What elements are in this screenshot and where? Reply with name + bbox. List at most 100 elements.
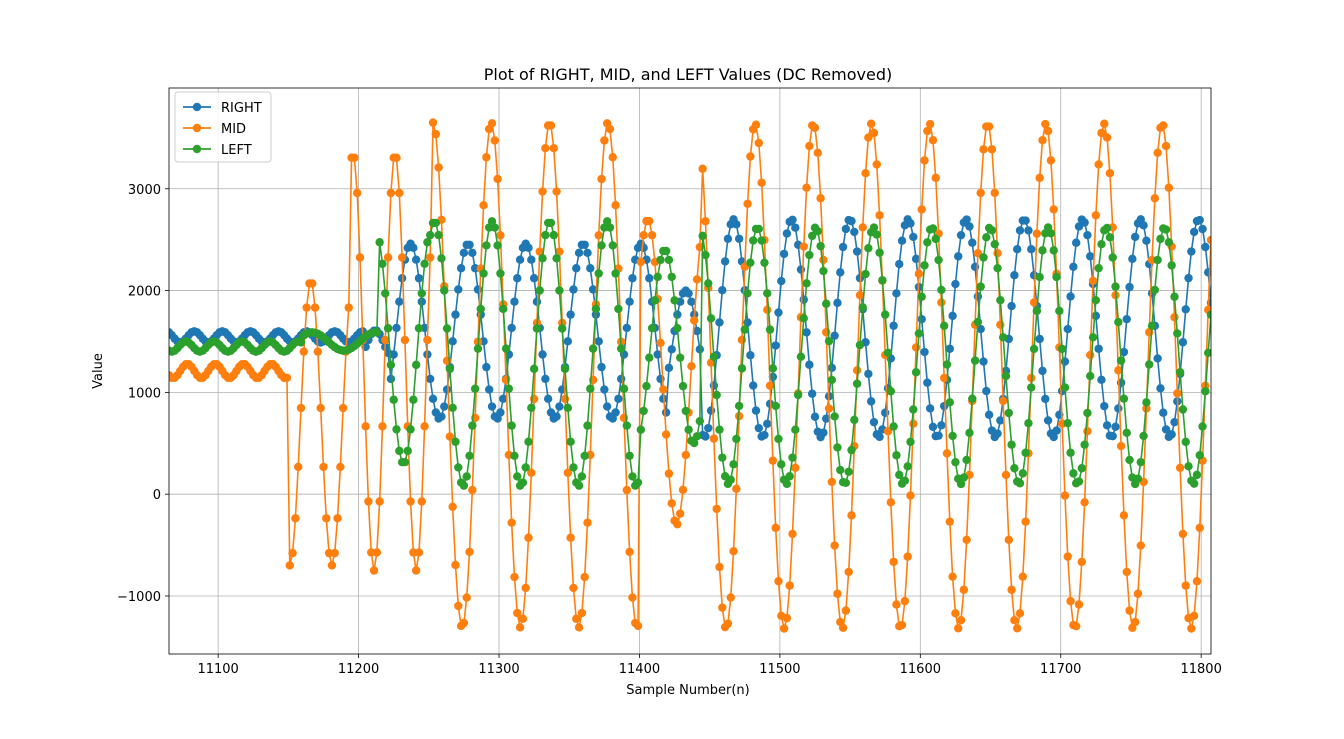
data-point-mid [496,231,505,240]
data-point-left [1114,317,1123,327]
data-point-mid [487,119,497,128]
legend-label: RIGHT [221,101,262,116]
data-point-mid [1021,517,1030,526]
data-point-left [726,475,735,484]
data-point-right [667,345,676,354]
data-point-right [459,248,469,258]
data-point-right [664,363,674,373]
data-point-left [715,425,724,434]
data-point-left [760,258,769,267]
data-point-right [1128,254,1137,264]
data-point-left [850,415,859,425]
data-point-mid [336,462,345,472]
data-point-mid [996,320,1005,329]
data-point-left [420,259,429,268]
data-point-right [760,430,769,440]
data-point-right [1007,301,1016,311]
data-point-right [543,394,553,404]
data-point-left [1091,296,1101,305]
data-point-left [560,364,570,374]
data-point-right [1119,347,1129,357]
data-point-mid [392,153,401,162]
data-point-right [1013,245,1022,254]
data-point-right [754,423,764,433]
data-point-mid [605,124,615,134]
data-point-mid [914,269,924,278]
data-point-mid [1088,276,1098,286]
x-tick-label: 11300 [478,662,519,677]
data-point-mid [659,385,668,394]
data-point-left [1125,455,1134,465]
data-point-left [855,340,865,350]
data-point-mid [1178,529,1188,539]
data-point-mid [956,615,966,625]
data-point-left [914,329,924,338]
data-point-left [895,470,904,480]
data-point-mid [802,183,811,192]
data-point-left [948,431,957,441]
data-point-left [1111,282,1120,291]
data-point-left [499,304,508,314]
data-point-mid [664,469,674,478]
data-point-mid [892,600,901,609]
data-point-left [628,472,637,481]
y-tick-label: 2000 [128,285,161,300]
data-point-right [968,238,977,247]
data-point-mid [414,548,424,557]
data-point-mid [1161,141,1171,151]
data-point-mid [639,230,648,240]
data-point-mid [1122,567,1131,577]
data-point-left [1015,479,1025,488]
data-point-right [426,374,435,384]
data-point-left [1170,292,1179,301]
data-point-mid [1046,156,1056,165]
data-point-left [709,352,719,361]
data-point-right [468,248,477,258]
data-point-right [1159,408,1168,417]
data-point-left [813,227,822,236]
data-point-right [586,264,595,273]
data-point-right [414,274,424,283]
data-point-right [572,264,581,273]
data-point-right [1052,426,1061,435]
data-point-mid [372,548,382,557]
data-point-mid [1150,194,1160,203]
data-point-mid [549,144,558,153]
data-point-left [1057,344,1067,354]
data-point-mid [493,174,502,184]
data-point-left [378,259,387,268]
data-point-mid [459,618,469,628]
data-point-left [959,473,969,482]
x-tick-label: 11400 [619,662,660,677]
data-point-mid [1094,160,1103,169]
data-point-left [1184,462,1193,471]
data-point-mid [468,485,477,495]
data-point-left [968,394,977,403]
data-point-left [1094,263,1103,273]
data-point-mid [1063,552,1072,561]
data-point-right [1015,226,1025,235]
axes-frame [168,87,1212,655]
data-point-mid [841,606,851,615]
data-point-right [720,257,730,266]
data-point-right [1156,384,1165,393]
data-point-left [1201,387,1210,396]
data-point-mid [959,585,969,594]
data-point-left [816,241,825,251]
data-point-right [552,412,561,421]
data-point-mid [779,624,789,633]
data-point-mid [350,153,359,162]
data-point-left [1164,238,1174,247]
data-point-left [479,269,488,278]
data-point-mid [889,557,898,567]
data-point-mid [299,347,309,356]
data-point-mid [611,201,620,210]
data-point-left [681,406,690,416]
data-point-left [1195,451,1204,460]
data-point-right [1198,224,1207,234]
data-point-left [1063,419,1072,428]
data-point-right [569,285,578,294]
x-tick-label: 11200 [338,662,379,677]
data-point-mid [709,434,719,443]
data-point-left [588,344,598,353]
